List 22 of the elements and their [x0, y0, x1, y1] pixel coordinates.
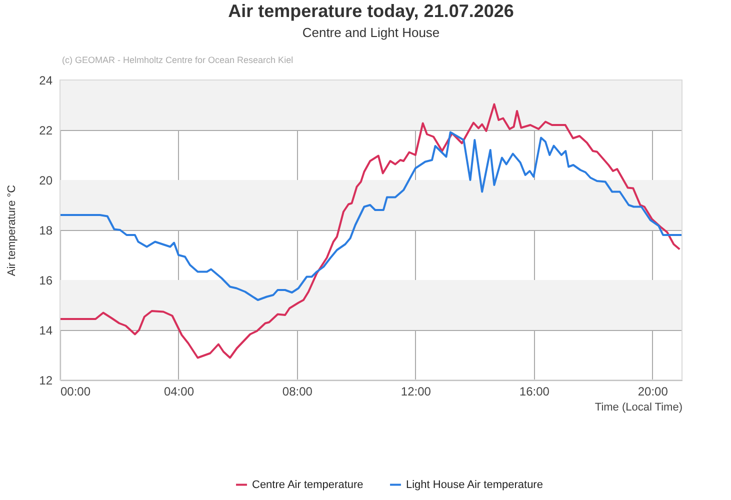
x-axis-title: Time (Local Time): [594, 402, 682, 414]
y-tick-label: 22: [39, 124, 53, 138]
y-tick-label: 12: [39, 374, 53, 388]
x-tick-label: 12:00: [400, 384, 432, 398]
y-tick-label: 16: [39, 274, 53, 288]
x-tick-label: 08:00: [282, 384, 313, 398]
line-series: [60, 131, 682, 301]
y-tick-label: 24: [39, 74, 53, 88]
y-axis-title: Air temperature °C: [6, 184, 18, 276]
y-tick-label: 18: [39, 224, 53, 238]
y-tick-label: 20: [39, 174, 53, 188]
y-tick-label: 14: [39, 324, 53, 338]
legend-label: Centre Air temperature: [252, 478, 364, 491]
x-tick-label: 04:00: [164, 384, 194, 398]
line-series: [60, 103, 681, 359]
x-tick-label: 16:00: [519, 384, 550, 398]
text: (c) GEOMAR - Helmholtz Centre for Ocean Research Kiel: [62, 55, 294, 65]
chart-title: Air temperature today, 21.07.2026: [228, 1, 514, 21]
legend-label: Light House Air temperature: [406, 478, 543, 491]
x-tick-label: 20:00: [638, 384, 668, 398]
chart-subtitle: Centre and Light House: [302, 25, 440, 40]
x-tick-label: 00:00: [60, 384, 91, 398]
